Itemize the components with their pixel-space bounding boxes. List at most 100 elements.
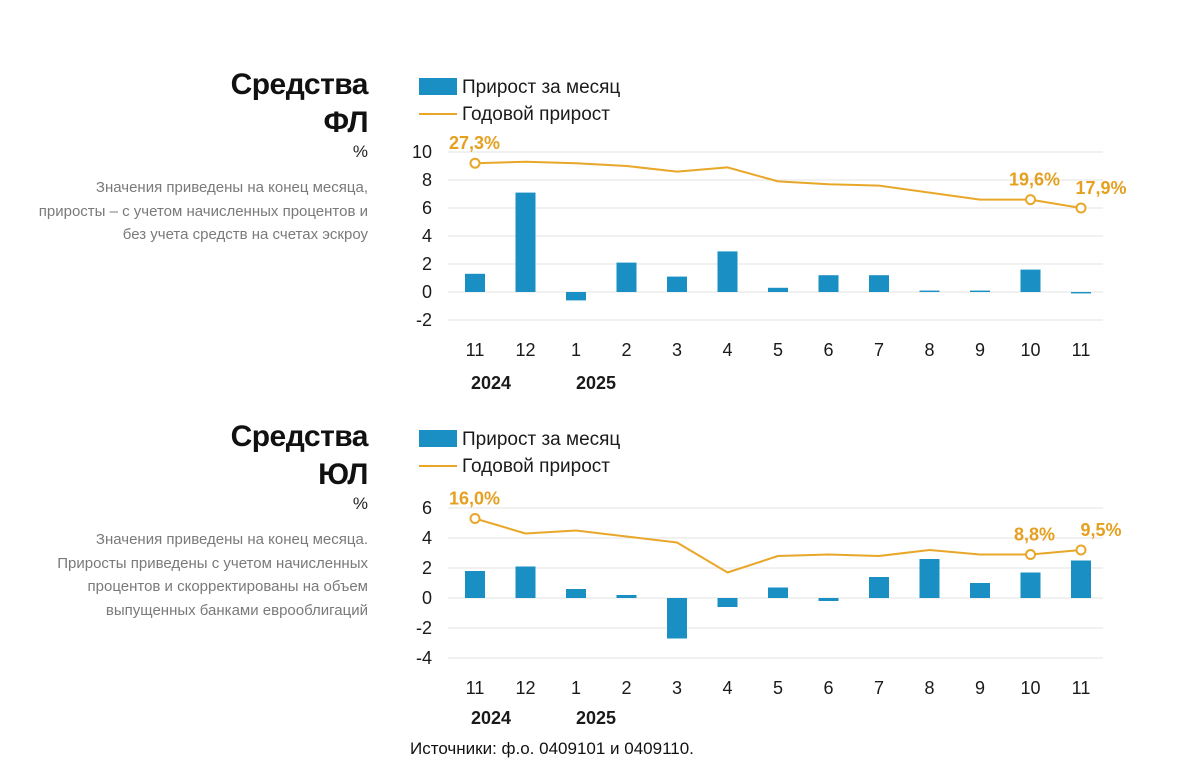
year-label: 2024 <box>471 373 511 393</box>
x-tick-label: 10 <box>1020 340 1040 360</box>
bar <box>667 598 687 639</box>
x-tick-label: 7 <box>874 340 884 360</box>
x-tick-label: 11 <box>466 678 485 698</box>
bar <box>616 262 637 292</box>
bar <box>465 571 485 598</box>
data-label: 19,6% <box>1009 170 1060 190</box>
bar <box>717 251 738 292</box>
bar <box>970 583 990 598</box>
data-label: 27,3% <box>449 133 500 153</box>
line-point-marker <box>1025 549 1036 560</box>
x-tick-label: 6 <box>823 340 833 360</box>
bar <box>869 577 889 598</box>
bar <box>667 276 687 292</box>
data-label: 17,9% <box>1075 178 1126 198</box>
data-label: 8,8% <box>1014 525 1055 545</box>
chart1-title-line2: ФЛ <box>323 106 368 139</box>
data-label: 16,0% <box>449 489 500 509</box>
year-label: 2025 <box>576 708 616 728</box>
y-tick-label: 0 <box>422 282 432 302</box>
y-tick-label: 10 <box>412 142 432 162</box>
x-tick-label: 3 <box>672 340 682 360</box>
line-point-marker <box>1075 202 1087 214</box>
y-tick-label: -2 <box>416 310 432 330</box>
source-note: Источники: ф.о. 0409101 и 0409110. <box>410 739 694 758</box>
legend-line-label: Годовой прирост <box>462 456 610 477</box>
y-tick-label: 6 <box>422 498 432 518</box>
y-tick-label: 0 <box>422 588 432 608</box>
x-tick-label: 2 <box>621 340 631 360</box>
bar <box>919 290 940 292</box>
bar <box>818 598 839 601</box>
x-tick-label: 11 <box>466 340 485 360</box>
bar <box>768 587 788 598</box>
chart1-note: Значения приведены на конец месяца, прир… <box>38 179 368 243</box>
line-point-marker <box>1075 544 1087 556</box>
legend-bar-swatch <box>419 430 457 447</box>
year-label: 2024 <box>471 708 511 728</box>
x-tick-label: 10 <box>1020 678 1040 698</box>
annual-growth-line <box>474 160 1082 209</box>
bar <box>515 566 536 598</box>
y-tick-label: 4 <box>422 226 432 246</box>
bar <box>768 287 788 292</box>
x-tick-label: 6 <box>823 678 833 698</box>
x-tick-label: 8 <box>924 340 934 360</box>
chart2-title-line2: ЮЛ <box>318 458 368 491</box>
y-tick-label: 4 <box>422 528 432 548</box>
legend-line-label: Годовой прирост <box>462 104 610 125</box>
line-point-marker <box>1025 194 1036 206</box>
bar <box>1020 572 1041 598</box>
chart2-title-line1: Средства <box>230 420 369 453</box>
chart1-unit: % <box>352 142 368 161</box>
bar <box>717 598 738 607</box>
chart-2: Прирост за месяц Годовой прирост 6 4 2 0 -2 -4 1… <box>416 429 1122 728</box>
chart1-title-line1: Средства <box>230 68 369 101</box>
legend-bar-swatch <box>419 78 457 95</box>
bar <box>515 192 536 292</box>
y-tick-label: -2 <box>416 618 432 638</box>
bar <box>1071 560 1091 598</box>
line-point-marker <box>469 157 481 169</box>
x-tick-label: 8 <box>924 678 934 698</box>
chart2-unit: % <box>352 494 368 513</box>
x-tick-label: 4 <box>722 678 732 698</box>
line-point-marker <box>469 513 481 524</box>
x-tick-label: 5 <box>773 340 783 360</box>
x-tick-label: 2 <box>621 678 631 698</box>
bar <box>1020 269 1041 292</box>
legend-bar-label: Прирост за месяц <box>462 429 620 450</box>
y-tick-label: 2 <box>422 254 432 274</box>
chart-1: Прирост за месяц Годовой прирост 10 8 6 4 2 0 -2… <box>412 77 1127 393</box>
x-tick-label: 11 <box>1072 678 1091 698</box>
bar <box>566 292 586 301</box>
y-tick-label: 8 <box>422 170 432 190</box>
year-label: 2025 <box>576 373 616 393</box>
x-tick-label: 4 <box>722 340 732 360</box>
x-tick-label: 11 <box>1072 340 1091 360</box>
x-tick-label: 1 <box>571 678 581 698</box>
x-tick-label: 9 <box>975 340 985 360</box>
bar <box>919 559 940 598</box>
bar <box>970 290 990 292</box>
x-tick-label: 1 <box>571 340 581 360</box>
annual-growth-line <box>474 517 1082 574</box>
bar <box>869 275 889 292</box>
x-tick-label: 12 <box>515 340 535 360</box>
x-tick-label: 3 <box>672 678 682 698</box>
x-tick-label: 7 <box>874 678 884 698</box>
x-tick-label: 9 <box>975 678 985 698</box>
y-tick-label: -4 <box>416 648 432 668</box>
y-tick-label: 2 <box>422 558 432 578</box>
bar <box>818 275 839 292</box>
bar <box>566 589 586 598</box>
x-tick-label: 12 <box>515 678 535 698</box>
data-label: 9,5% <box>1080 520 1121 540</box>
x-tick-label: 5 <box>773 678 783 698</box>
legend-bar-label: Прирост за месяц <box>462 77 620 98</box>
bar <box>616 595 637 598</box>
y-tick-label: 6 <box>422 198 432 218</box>
bar <box>465 273 485 292</box>
bar <box>1071 292 1091 294</box>
